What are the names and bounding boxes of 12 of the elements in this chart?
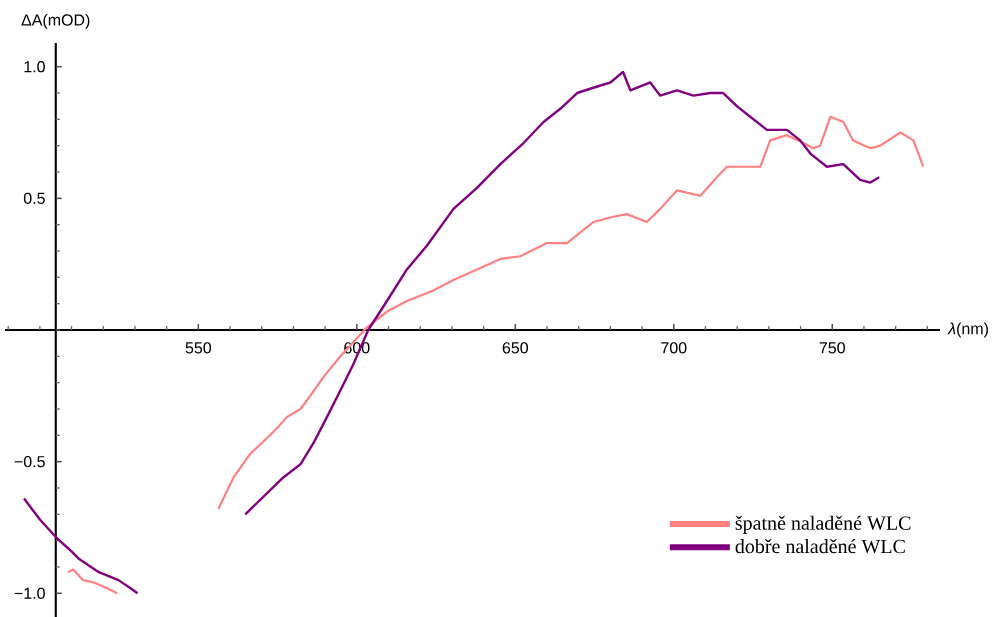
y-tick-label: 0.5 <box>23 192 45 204</box>
y-tick-label: −1.0 <box>14 587 45 599</box>
x-tick-label: 650 <box>502 342 529 354</box>
legend-label: dobře naladěné WLC <box>735 539 905 554</box>
x-tick-label: 750 <box>819 342 845 354</box>
y-tick-label: −0.5 <box>14 455 45 468</box>
y-tick-label: 1.0 <box>24 61 45 73</box>
legend-label: špatně naladěné WLC <box>735 515 911 534</box>
y-axis-title: ΔA(mOD) <box>21 13 90 29</box>
x-tick-label: 550 <box>185 342 212 354</box>
x-tick-label: 700 <box>661 342 687 354</box>
x-axis-title: λ(nm) <box>947 322 988 338</box>
